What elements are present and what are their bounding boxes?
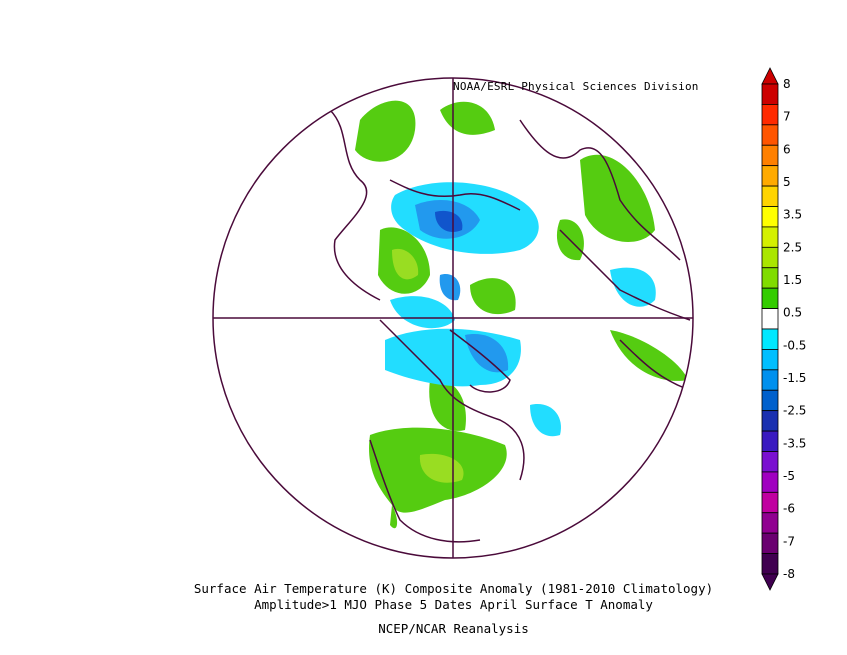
colorbar-swatch (761, 83, 779, 105)
colorbar-swatch (761, 389, 779, 412)
colorbar-swatch (761, 410, 779, 432)
colorbar-swatch (761, 328, 779, 350)
anomaly-patch (439, 274, 461, 301)
colorbar-tick-label: 6 (783, 142, 791, 156)
colorbar-swatch (761, 369, 779, 391)
colorbar-swatch (761, 349, 779, 371)
colorbar-top-arrow (761, 67, 779, 85)
colorbar-tick-label: 8 (783, 77, 791, 91)
anomaly-patch (390, 296, 455, 329)
colorbar-swatch (761, 124, 779, 146)
credit-label: NOAA/ESRL Physical Sciences Division (453, 80, 699, 93)
colorbar-tick-label: -2.5 (783, 404, 806, 418)
caption-line-3: NCEP/NCAR Reanalysis (378, 621, 529, 636)
colorbar-swatch (761, 206, 779, 228)
anomaly-patch (390, 505, 398, 529)
colorbar-tick-label: -3.5 (783, 436, 806, 450)
colorbar-swatch (761, 451, 779, 473)
colorbar-swatch (761, 491, 779, 514)
colorbar-tick-label: -8 (783, 567, 795, 581)
anomaly-patch (429, 379, 466, 431)
colorbar-tick-label: -0.5 (783, 338, 806, 352)
anomaly-patch (610, 330, 688, 381)
anomaly-patch (392, 248, 419, 280)
colorbar-tick-label: 3.5 (783, 208, 802, 222)
colorbar-tick-label: -6 (783, 502, 795, 516)
colorbar-swatch (761, 165, 779, 187)
colorbar-tick-label: 7 (783, 110, 791, 124)
anomaly-patch (610, 267, 656, 307)
colorbar-swatch (761, 553, 779, 575)
colorbar-swatch (761, 471, 779, 493)
colorbar-tick-label: 5 (783, 175, 791, 189)
anomaly-patch (355, 100, 416, 162)
colorbar-swatch (761, 185, 779, 207)
colorbar-tick-label: -7 (783, 534, 795, 548)
colorbar-swatch (761, 287, 779, 309)
colorbar-tick-label: 1.5 (783, 273, 802, 287)
colorbar-swatch (761, 532, 779, 554)
colorbar-swatch (761, 104, 779, 126)
coastlines (329, 109, 691, 543)
colorbar-tick-label: 0.5 (783, 306, 802, 320)
colorbar-tick-label: 2.5 (783, 240, 802, 254)
colorbar-swatch (761, 430, 779, 452)
colorbar-swatch (761, 144, 779, 167)
colorbar-swatch (761, 246, 779, 269)
colorbar-swatch (761, 308, 779, 330)
colorbar-swatch (761, 226, 779, 248)
colorbar-tick-label: -1.5 (783, 371, 806, 385)
caption-line-2: Amplitude>1 MJO Phase 5 Dates April Surf… (254, 597, 653, 612)
anomaly-patch (530, 404, 561, 437)
colorbar-tick-label: -5 (783, 469, 795, 483)
caption-line-1: Surface Air Temperature (K) Composite An… (193, 581, 714, 596)
anomaly-patch (470, 278, 516, 315)
anomaly-patch (465, 334, 509, 373)
colorbar-swatch (761, 512, 779, 534)
colorbar-bottom-arrow (761, 573, 779, 591)
colorbar-swatch (761, 267, 779, 289)
anomaly-patch (435, 210, 463, 232)
